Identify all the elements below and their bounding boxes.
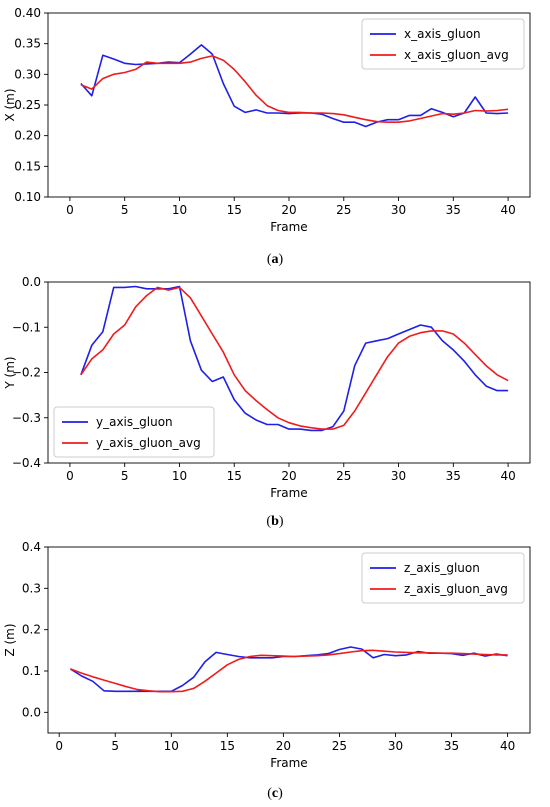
caption-c: (c) <box>267 786 283 801</box>
series-line-x_axis_gluon <box>80 44 509 128</box>
chart-panel-a: 0 5 10 15 20 25 30 35 40 0.10 0.15 0.20 0.25 0.30 0.35… <box>0 0 550 250</box>
x-tick-label: 25 <box>336 469 351 483</box>
x-tick-label: 25 <box>332 739 347 753</box>
x-tick-label: 30 <box>388 739 403 753</box>
plot-lines <box>80 44 509 128</box>
x-tick-label: 10 <box>172 469 187 483</box>
chart-panel-b: 0 5 10 15 20 25 30 35 40 −0.4 −0.3 −0.2 −0.1 0.0 Frame… <box>0 268 550 513</box>
plot-lines <box>69 646 508 693</box>
x-tick-label: 15 <box>220 739 235 753</box>
caption-b: (b) <box>266 514 284 529</box>
x-tick-label: 20 <box>281 203 296 217</box>
y-tick-label: −0.1 <box>12 320 41 334</box>
chart-a: 0 5 10 15 20 25 30 35 40 0.10 0.15 0.20 0.25 0.30 0.35… <box>3 6 531 234</box>
x-tick-label: 5 <box>111 739 119 753</box>
legend: x_axis_gluon x_axis_gluon_avg <box>361 18 525 70</box>
x-tick-label: 35 <box>446 469 461 483</box>
y-tick-label: 0.25 <box>14 98 41 112</box>
legend-label: z_axis_gluon <box>404 561 480 575</box>
x-tick-label: 40 <box>500 469 515 483</box>
legend: y_axis_gluon y_axis_gluon_avg <box>53 406 215 458</box>
x-tick-label: 35 <box>444 739 459 753</box>
x-axis-label: Frame <box>270 220 307 234</box>
x-axis-label: Frame <box>270 756 307 770</box>
legend-label: z_axis_gluon_avg <box>404 582 508 596</box>
y-axis-label: Z (m) <box>3 623 17 656</box>
x-tick-label: 10 <box>172 203 187 217</box>
y-tick-label: 0.2 <box>22 623 41 637</box>
x-tick-label: 20 <box>276 739 291 753</box>
legend-box <box>361 18 525 70</box>
series-line-y_axis_gluon_avg <box>80 286 509 430</box>
x-tick-label: 5 <box>121 469 129 483</box>
y-tick-label: 0.30 <box>14 67 41 81</box>
y-tick-label: 0.40 <box>14 6 41 20</box>
x-tick-label: 15 <box>227 203 242 217</box>
y-tick-label: 0.3 <box>22 581 41 595</box>
x-tick-label: 5 <box>121 203 129 217</box>
legend-label: x_axis_gluon <box>404 27 481 41</box>
y-tick-label: 0.15 <box>14 159 41 173</box>
chart-b: 0 5 10 15 20 25 30 35 40 −0.4 −0.3 −0.2 −0.1 0.0 Frame… <box>3 275 531 500</box>
legend-label: x_axis_gluon_avg <box>404 48 509 62</box>
x-axis-label: Frame <box>270 486 307 500</box>
x-tick-label: 35 <box>446 203 461 217</box>
x-tick-label: 0 <box>66 203 74 217</box>
legend: z_axis_gluon z_axis_gluon_avg <box>361 552 525 604</box>
y-tick-label: 0.4 <box>22 540 41 554</box>
y-tick-label: −0.2 <box>12 366 41 380</box>
series-line-x_axis_gluon_avg <box>80 55 509 123</box>
x-tick-label: 0 <box>66 469 74 483</box>
chart-c: 0 5 10 15 20 25 30 35 40 0.0 0.1 0.2 0.3 0.4 Frame Z (m… <box>3 540 531 770</box>
x-tick-label: 20 <box>281 469 296 483</box>
x-tick-label: 0 <box>55 739 63 753</box>
plot-lines <box>80 285 509 432</box>
y-axis-label: Y (m) <box>3 356 17 389</box>
x-tick-label: 40 <box>500 203 515 217</box>
series-line-y_axis_gluon <box>80 285 509 432</box>
x-tick-label: 30 <box>391 469 406 483</box>
series-line-z_axis_gluon_avg <box>70 649 508 693</box>
y-tick-label: −0.4 <box>12 456 41 470</box>
x-tick-label: 10 <box>164 739 179 753</box>
y-tick-label: 0.1 <box>22 664 41 678</box>
y-tick-label: 0.0 <box>22 705 41 719</box>
y-tick-label: −0.3 <box>12 411 41 425</box>
legend-label: y_axis_gluon_avg <box>96 436 201 450</box>
legend-label: y_axis_gluon <box>96 415 173 429</box>
y-tick-label: 0.35 <box>14 37 41 51</box>
y-tick-label: 0.0 <box>22 275 41 289</box>
legend-box <box>53 406 215 458</box>
chart-panel-c: 0 5 10 15 20 25 30 35 40 0.0 0.1 0.2 0.3 0.4 Frame Z (m… <box>0 533 550 781</box>
x-tick-label: 15 <box>227 469 242 483</box>
x-tick-label: 40 <box>500 739 515 753</box>
y-axis-label: X (m) <box>3 88 17 121</box>
x-tick-label: 30 <box>391 203 406 217</box>
legend-box <box>361 552 525 604</box>
plot-frame <box>47 546 531 734</box>
y-tick-label: 0.20 <box>14 129 41 143</box>
y-tick-label: 0.10 <box>14 190 41 204</box>
x-tick-label: 25 <box>336 203 351 217</box>
caption-a: (a) <box>266 252 284 267</box>
